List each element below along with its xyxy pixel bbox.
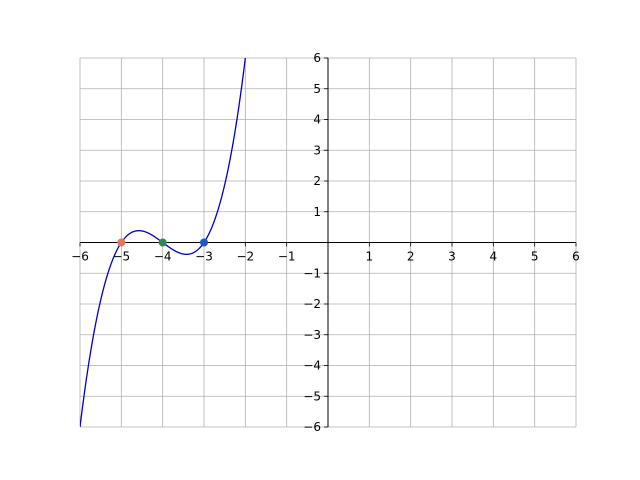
y-tick-label: −5 xyxy=(303,389,321,403)
root-point xyxy=(158,238,167,247)
y-tick-label: −1 xyxy=(303,266,321,280)
x-tick-label: 5 xyxy=(531,250,539,264)
x-tick-label: 6 xyxy=(572,250,580,264)
x-tick-label: 3 xyxy=(448,250,456,264)
x-tick-label: −4 xyxy=(154,250,172,264)
cubic-curve xyxy=(80,58,246,427)
root-points xyxy=(117,238,208,247)
x-tick-label: −5 xyxy=(112,250,130,264)
y-tick-label: 5 xyxy=(313,82,321,96)
y-tick-label: −3 xyxy=(303,328,321,342)
y-tick-label: 2 xyxy=(313,174,321,188)
x-tick-label: −6 xyxy=(71,250,89,264)
y-tick-label: 6 xyxy=(313,51,321,65)
y-tick-label: −6 xyxy=(303,420,321,434)
axes xyxy=(80,58,576,427)
x-tick-label: 4 xyxy=(490,250,498,264)
tick-labels: −6 −5 −4 −3 −2 −1 1 2 3 4 5 6 −6 −5 −4 −3 −2 −1 1 2 3 4 5 6 xyxy=(71,51,580,434)
x-tick-label: 1 xyxy=(366,250,374,264)
root-point xyxy=(117,238,126,247)
x-tick-label: −2 xyxy=(236,250,254,264)
y-tick-label: −2 xyxy=(303,297,321,311)
y-tick-label: 4 xyxy=(313,113,321,127)
root-point xyxy=(200,238,208,247)
y-tick-label: 3 xyxy=(313,143,321,157)
curve-layer xyxy=(80,58,246,427)
x-tick-label: −1 xyxy=(278,250,296,264)
y-tick-label: 1 xyxy=(313,205,321,219)
y-tick-label: −4 xyxy=(303,359,321,373)
x-tick-label: −3 xyxy=(195,250,213,264)
x-tick-label: 2 xyxy=(407,250,415,264)
